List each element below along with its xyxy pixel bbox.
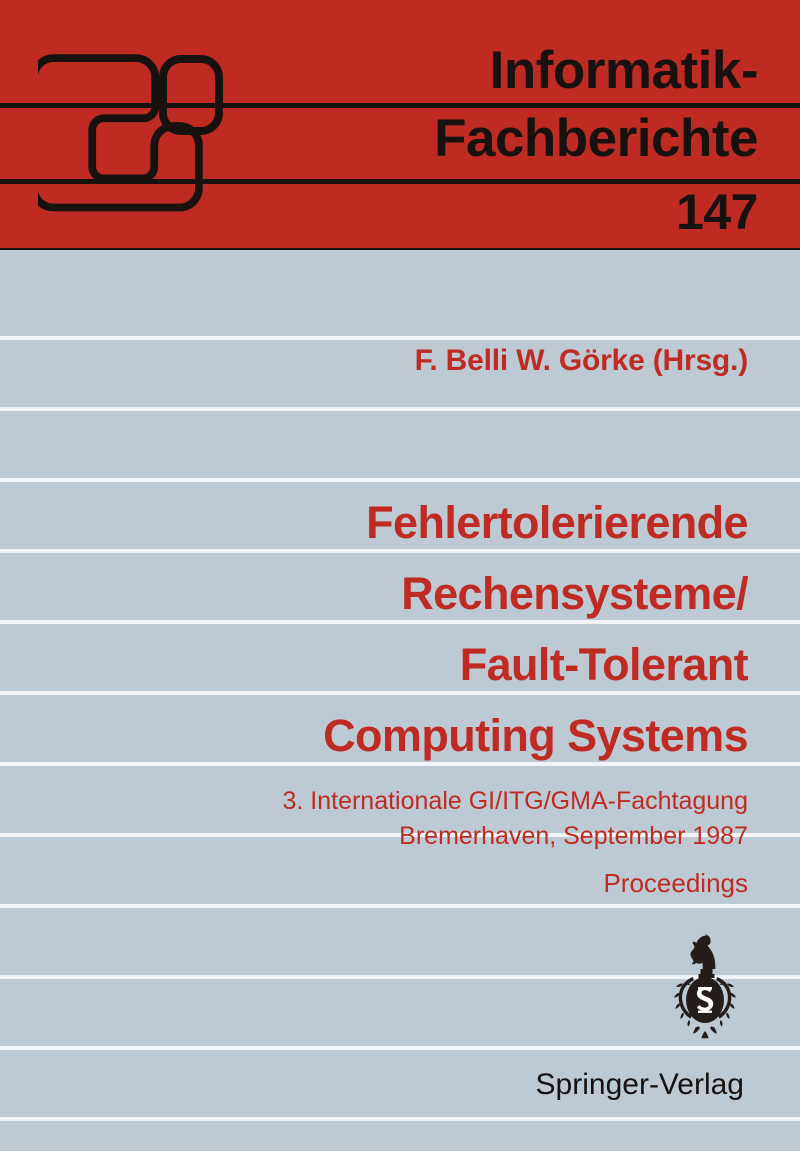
title-line-3: Fault-Tolerant — [459, 639, 749, 690]
book-title: Fehlertolerierende Rechensysteme/ Fault-… — [0, 487, 748, 771]
header-bottom-rule — [0, 248, 800, 250]
title-line-1: Fehlertolerierende — [366, 497, 748, 548]
ruled-line-6 — [0, 691, 800, 695]
ruled-line-1 — [0, 336, 800, 340]
series-header-band: Informatik- Fachberichte 147 — [0, 0, 800, 250]
ruled-line-11 — [0, 1046, 800, 1050]
ruled-line-7 — [0, 762, 800, 766]
header-rule-1 — [0, 103, 800, 108]
publisher-name: Springer-Verlag — [535, 1068, 744, 1101]
ruled-line-3 — [0, 478, 800, 482]
series-title-line1: Informatik- — [489, 41, 759, 100]
ruled-line-2 — [0, 407, 800, 411]
ruled-line-10 — [0, 975, 800, 979]
title-line-4: Computing Systems — [323, 710, 748, 761]
proceedings-label: Proceedings — [603, 868, 748, 898]
ruled-line-5 — [0, 620, 800, 624]
ruled-line-4 — [0, 549, 800, 553]
header-rule-2 — [0, 179, 800, 184]
ruled-line-12 — [0, 1117, 800, 1121]
cover-body — [0, 253, 800, 1151]
series-title-line2: Fachberichte — [434, 109, 758, 168]
subtitle-line-2: Bremerhaven, September 1987 — [399, 822, 748, 850]
series-volume-number: 147 — [676, 184, 758, 240]
conference-subtitle: 3. Internationale GI/ITG/GMA-Fachtagung … — [0, 784, 748, 854]
subtitle-line-1: 3. Internationale GI/ITG/GMA-Fachtagung — [282, 787, 748, 815]
title-line-2: Rechensysteme/ — [401, 568, 748, 619]
ruled-line-8 — [0, 833, 800, 837]
informatik-fachberichte-logo — [38, 43, 228, 233]
editors-line: F. Belli W. Görke (Hrsg.) — [414, 344, 749, 377]
springer-knight-crest-logo — [659, 931, 751, 1044]
ruled-line-9 — [0, 904, 800, 908]
